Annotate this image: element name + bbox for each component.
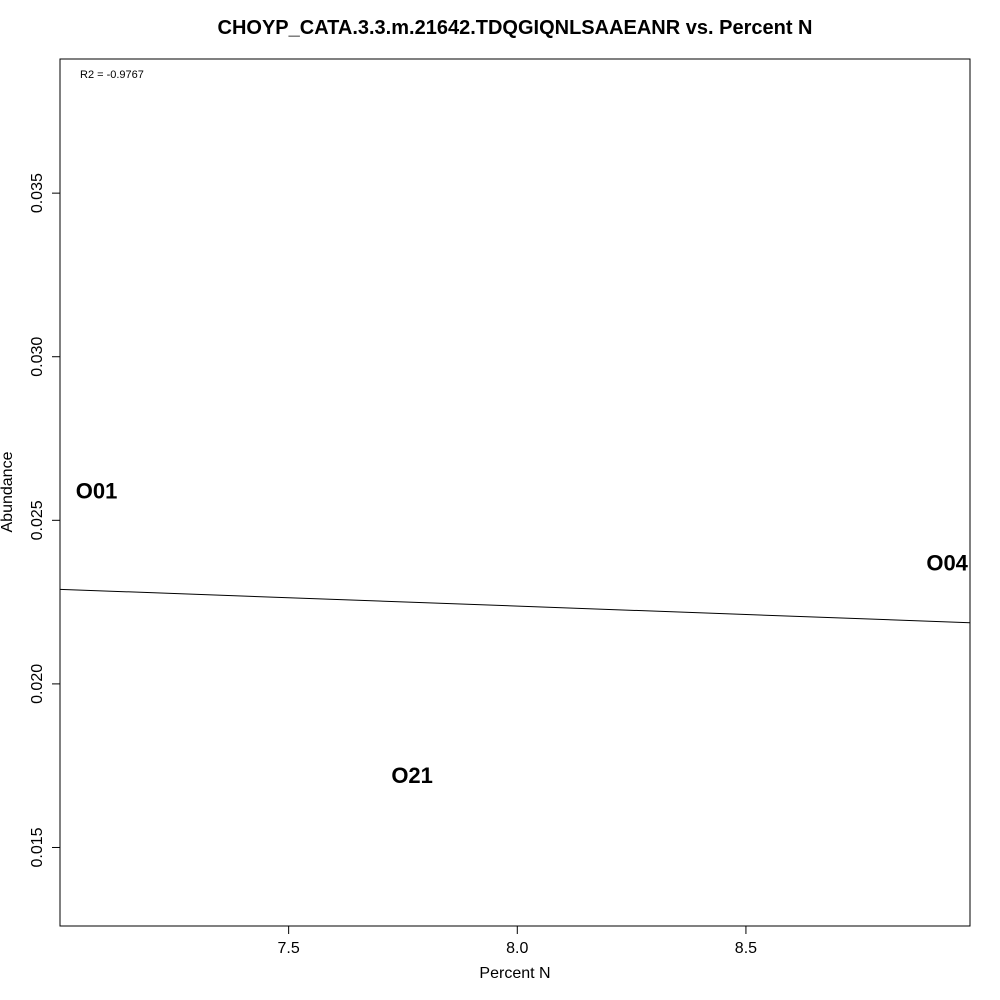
data-points: O01 O21 O04 (76, 478, 969, 788)
chart-title: CHOYP_CATA.3.3.m.21642.TDQGIQNLSAAEANR v… (217, 17, 813, 39)
y-tick-label: 0.025 (29, 500, 46, 540)
regression-line (59, 588, 971, 624)
plot-frame (59, 58, 971, 927)
x-tick-label: 7.5 (278, 940, 300, 957)
x-tick-label: 8.5 (735, 940, 757, 957)
y-axis: 0.015 0.020 0.025 0.030 0.035 (29, 173, 60, 868)
r2-annotation: R2 = -0.9767 (80, 69, 144, 81)
y-tick-label: 0.035 (29, 173, 46, 213)
point-label-o01: O01 (76, 478, 118, 503)
point-label-o21: O21 (391, 763, 433, 788)
x-axis-label: Percent N (479, 965, 551, 982)
x-tick-label: 8.0 (506, 940, 528, 957)
x-axis: 7.5 8.0 8.5 (278, 926, 757, 957)
y-tick-label: 0.020 (29, 664, 46, 704)
y-tick-label: 0.030 (29, 337, 46, 377)
point-label-o04: O04 (926, 550, 968, 575)
y-tick-label: 0.015 (29, 827, 46, 867)
